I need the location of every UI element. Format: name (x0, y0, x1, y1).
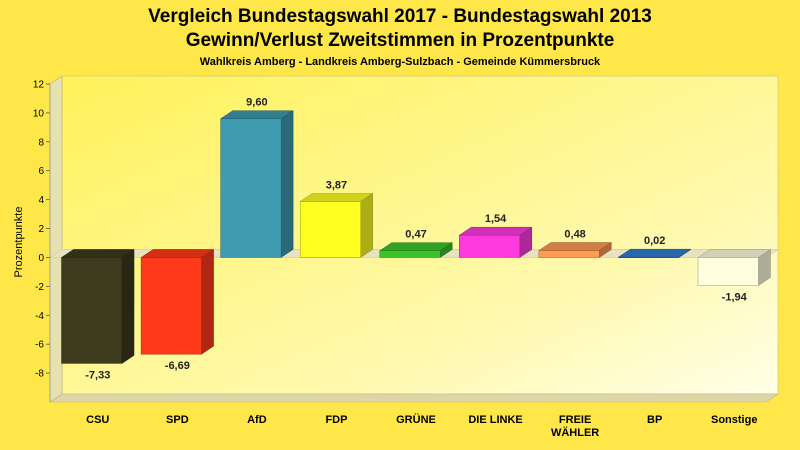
y-tick-label: -6 (35, 340, 44, 351)
bar-value-label: 9,60 (246, 97, 267, 109)
bar-value-label: 0,02 (644, 235, 665, 247)
bar-side-face (121, 248, 135, 364)
bar-top-face (378, 242, 454, 251)
x-category-label: AfD (247, 414, 267, 426)
y-tick-label: 8 (38, 137, 44, 148)
x-category-label: SPD (166, 414, 189, 426)
y-tick-label: 12 (33, 80, 45, 91)
bar-spd: -6,69 (140, 248, 215, 372)
chart-subtitle: Wahlkreis Amberg - Landkreis Amberg-Sulz… (200, 56, 601, 68)
bar-front-face (697, 257, 759, 286)
bars: -7,33 -6,69 9,60 3,87 0,47 1,54 0,48 0,02 -1,94 (60, 97, 772, 381)
y-tick-label: 10 (33, 108, 45, 119)
bar-die linke: 1,54 (458, 213, 533, 258)
bar-top-face (617, 248, 692, 258)
bar-value-label: 0,48 (564, 229, 585, 241)
chart-title-line2: Gewinn/Verlust Zweitstimmen in Prozentpu… (186, 30, 615, 51)
bar-value-label: 3,87 (326, 180, 347, 192)
y-tick-label: 4 (38, 195, 44, 206)
bar-value-label: -6,69 (165, 360, 190, 372)
y-tick-label: -8 (35, 369, 44, 380)
x-category-label: DIE LINKE (468, 414, 522, 426)
x-category-label: BP (647, 414, 662, 426)
bar-front-face (220, 118, 282, 258)
x-category-label: Sonstige (711, 414, 757, 426)
bar-sonstige: -1,94 (697, 248, 772, 303)
plot-floor (49, 393, 779, 403)
y-axis-label: Prozentpunkte (13, 207, 25, 278)
bar-bp: 0,02 (617, 235, 692, 258)
y-tick-label: -2 (35, 282, 44, 293)
bar-top-face (697, 249, 772, 258)
y-tick-label: 0 (38, 253, 44, 264)
x-axis-labels: CSU SPD AfD FDP GRÜNE DIE LINKE FREIE WÄHLER BP S… (86, 413, 757, 439)
bar-front-face (140, 257, 202, 355)
bar-csu: -7,33 (60, 248, 135, 381)
bar-side-face (360, 193, 373, 258)
bar-fdp: 3,87 (299, 180, 374, 258)
bar-value-label: 0,47 (405, 229, 426, 241)
bar-value-label: -1,94 (722, 291, 748, 303)
bar-top-face (538, 242, 613, 251)
bar-front-face (618, 256, 680, 258)
y-tick-label: -4 (35, 311, 44, 322)
bar-value-label: 1,54 (485, 213, 507, 225)
x-category-label: FREIE WÄHLER (551, 414, 599, 439)
bar-top-face (458, 226, 533, 236)
plot-side-wall (49, 75, 63, 403)
bar-value-label: -7,33 (85, 369, 110, 381)
bar-front-face (538, 250, 600, 258)
x-category-label: CSU (86, 414, 109, 426)
bar-front-face (61, 257, 123, 364)
bar-front-face (459, 234, 521, 258)
y-tick-label: 6 (38, 166, 44, 177)
y-tick-label: 2 (38, 224, 44, 235)
bar-afd: 9,60 (219, 97, 294, 258)
x-category-label: FDP (325, 414, 347, 426)
chart-title-line1: Vergleich Bundestagswahl 2017 - Bundesta… (148, 6, 652, 27)
bar-top-face (60, 249, 135, 258)
bar-top-face (299, 193, 374, 202)
bar-front-face (379, 250, 441, 258)
y-axis-ticks: 12 10 8 6 4 2 0 -2 -4 -6 -8 (33, 80, 51, 402)
bar-freie-wähler: 0,48 (538, 229, 613, 258)
bar-front-face (299, 201, 361, 258)
x-category-label: GRÜNE (396, 413, 436, 426)
bar-grüne: 0,47 (378, 229, 454, 258)
bar-top-face (140, 249, 215, 258)
bar-side-face (280, 110, 294, 258)
bar-top-face (219, 110, 294, 119)
bar-side-face (201, 248, 214, 355)
